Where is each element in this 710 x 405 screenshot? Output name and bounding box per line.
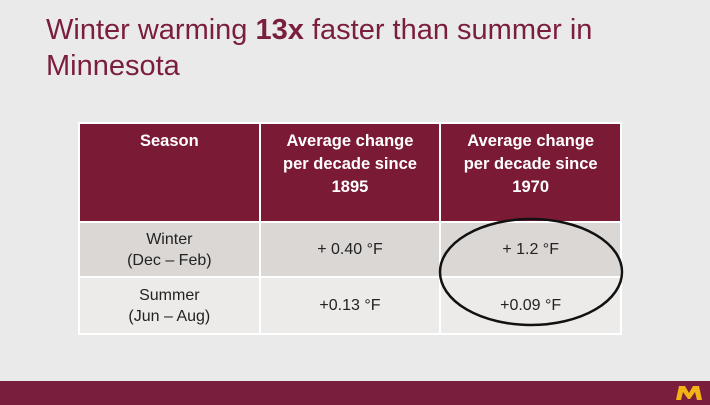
header-cell: Season bbox=[78, 122, 261, 223]
table-row: Summer (Jun – Aug) +0.13 °F +0.09 °F bbox=[78, 276, 622, 335]
header-cell: Average change per decade since 1970 bbox=[439, 122, 622, 223]
footer-bar bbox=[0, 381, 710, 405]
cell-line: (Dec – Feb) bbox=[127, 251, 212, 269]
title-text: Winter warming bbox=[46, 14, 256, 46]
logo bbox=[676, 386, 702, 400]
table-cell: +0.13 °F bbox=[258, 276, 442, 335]
cell-line: Average change bbox=[286, 132, 414, 150]
table-cell: Winter (Dec – Feb) bbox=[78, 221, 261, 278]
cell-line: 1970 bbox=[512, 178, 550, 196]
table-cell: Summer (Jun – Aug) bbox=[78, 276, 261, 335]
cell-line: (Jun – Aug) bbox=[128, 307, 211, 325]
cell-line: Winter bbox=[146, 230, 193, 248]
table-body: Winter (Dec – Feb) + 0.40 °F + 1.2 °F Summer… bbox=[78, 221, 622, 335]
cell-line: +0.09 °F bbox=[500, 297, 562, 314]
cell-line: Summer bbox=[139, 286, 200, 304]
slide-title: Winter warming 13x faster than summer in… bbox=[46, 12, 686, 84]
cell-line: per decade since bbox=[463, 155, 598, 173]
data-table: Season Average change per decade since 1895… bbox=[78, 122, 622, 335]
title-text: faster than summer in Minnesota bbox=[46, 14, 593, 82]
cell-line: +0.13 °F bbox=[319, 297, 381, 314]
logo-m bbox=[676, 386, 702, 400]
cell-line: Average change bbox=[467, 132, 595, 150]
cell-line: 1895 bbox=[331, 178, 369, 196]
cell-line: per decade since bbox=[283, 155, 417, 173]
title-emphasis: 13x bbox=[255, 14, 304, 46]
table-cell: + 0.40 °F bbox=[258, 221, 442, 278]
cell-line: + 0.40 °F bbox=[317, 241, 383, 258]
header-cell: Average change per decade since 1895 bbox=[258, 122, 442, 223]
cell-line: + 1.2 °F bbox=[502, 241, 559, 258]
highlight-ellipse bbox=[438, 217, 624, 327]
cell-line: Season bbox=[139, 132, 199, 150]
table-row: Winter (Dec – Feb) + 0.40 °F + 1.2 °F bbox=[78, 221, 622, 278]
header-row: Season Average change per decade since 1895… bbox=[78, 122, 622, 223]
